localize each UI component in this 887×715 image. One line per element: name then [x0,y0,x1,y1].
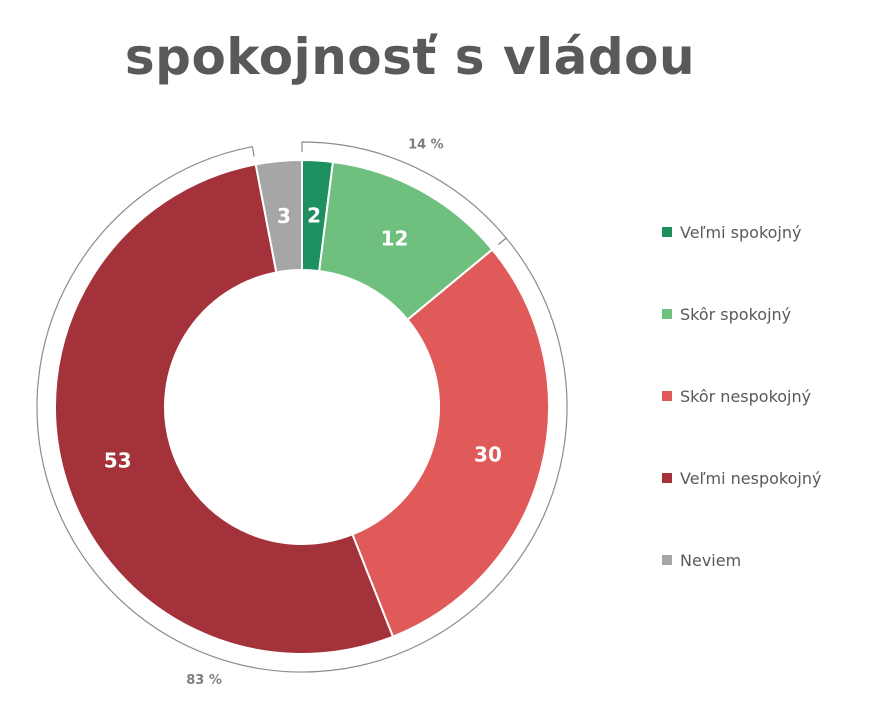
legend-swatch [662,391,672,401]
data-label-velmi-spokojny: 2 [307,203,321,227]
legend-item-skor-spokojny: Skôr spokojný [662,300,821,328]
legend-label: Veľmi nespokojný [680,468,822,488]
group-brace-1 [301,141,508,245]
data-label-neviem: 3 [277,204,291,228]
legend-label: Skôr spokojný [680,304,792,324]
slice-neviem [254,158,303,274]
legend-item-velmi-nespokojny: Veľmi nespokojný [662,464,821,492]
data-label-velmi-nespokojny: 53 [104,449,132,473]
slice-velmi-nespokojny [54,163,395,655]
legend-swatch [662,309,672,319]
legend-swatch [662,227,672,237]
legend-label: Neviem [680,550,742,570]
data-label-skor-spokojny: 12 [381,227,409,251]
legend: Veľmi spokojný Skôr spokojný Skôr nespokoj… [662,218,821,628]
legend-label: Skôr nespokojný [680,386,812,406]
legend-swatch [662,473,672,483]
legend-item-neviem: Neviem [662,546,821,574]
group-brace-2 [36,145,568,673]
group-label-1: 14 % [408,138,444,153]
group-label-2: 83 % [186,673,222,688]
data-label-skor-nespokojny: 30 [474,443,502,467]
legend-item-skor-nespokojny: Skôr nespokojný [662,382,821,410]
legend-label: Veľmi spokojný [680,222,802,242]
legend-item-velmi-spokojny: Veľmi spokojný [662,218,821,246]
slice-skor-nespokojny [351,248,550,638]
legend-swatch [662,555,672,565]
chart-title: spokojnosť s vládou [124,28,696,86]
